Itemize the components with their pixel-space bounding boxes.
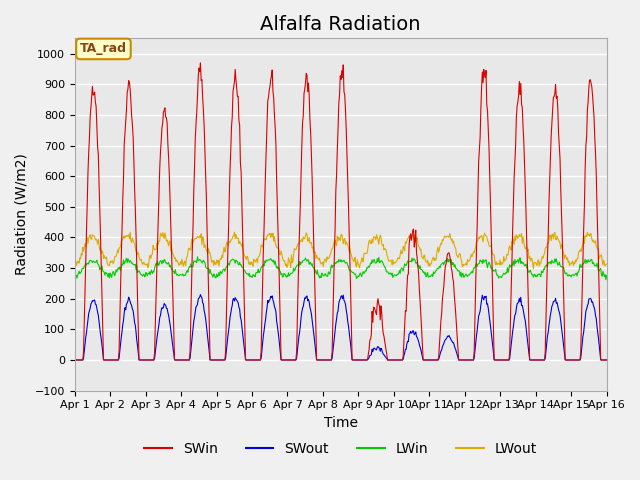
SWout <box>189 327 197 333</box>
SWout <box>81 348 88 354</box>
LWin <box>81 263 88 269</box>
SWout <box>603 357 611 363</box>
LWin <box>218 271 226 276</box>
Line: SWout: SWout <box>75 295 607 360</box>
SWin <box>196 60 204 66</box>
X-axis label: Time: Time <box>324 416 358 430</box>
LWin <box>603 273 611 278</box>
LWout <box>406 235 413 240</box>
SWout <box>406 331 413 336</box>
LWin <box>422 270 429 276</box>
LWout <box>71 259 79 265</box>
LWin <box>189 264 197 270</box>
SWin <box>81 318 88 324</box>
LWin <box>602 277 610 283</box>
LWout <box>603 261 611 267</box>
LWout <box>189 240 197 245</box>
SWin <box>603 357 611 363</box>
Legend: SWin, SWout, LWin, LWout: SWin, SWout, LWin, LWout <box>138 436 543 461</box>
Text: TA_rad: TA_rad <box>80 42 127 55</box>
LWout <box>135 254 143 260</box>
SWout <box>196 292 204 298</box>
SWin <box>218 357 226 363</box>
LWout <box>218 256 225 262</box>
Y-axis label: Radiation (W/m2): Radiation (W/m2) <box>15 154 29 276</box>
SWout <box>218 357 226 363</box>
SWin <box>422 357 429 363</box>
LWout <box>529 266 537 272</box>
LWout <box>81 245 88 251</box>
SWin <box>71 357 79 363</box>
SWout <box>71 357 79 363</box>
Line: LWin: LWin <box>75 257 607 280</box>
Line: LWout: LWout <box>75 232 607 269</box>
SWin <box>189 223 197 229</box>
LWin <box>194 254 202 260</box>
LWin <box>135 268 143 274</box>
LWout <box>422 258 429 264</box>
Title: Alfalfa Radiation: Alfalfa Radiation <box>260 15 421 34</box>
SWin <box>135 357 143 362</box>
Line: SWin: SWin <box>75 63 607 360</box>
LWin <box>406 259 413 264</box>
SWout <box>135 357 143 363</box>
SWin <box>406 235 413 241</box>
SWout <box>422 357 429 363</box>
LWout <box>230 229 238 235</box>
LWin <box>71 273 79 278</box>
